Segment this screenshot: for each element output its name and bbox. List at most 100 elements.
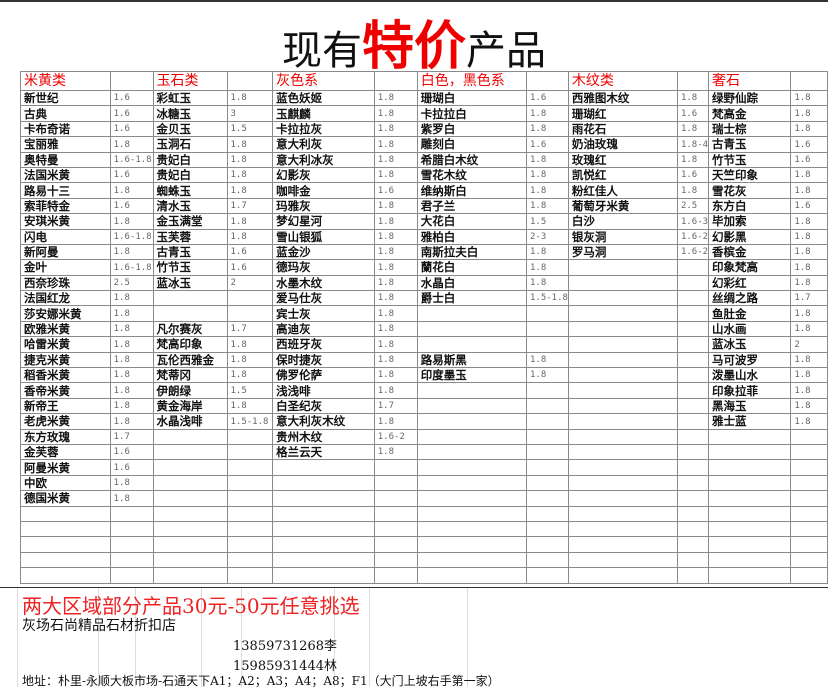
table-row: 新帝王 1.8 黄金海岸 1.8 白圣纪灰 1.7 黑海玉 1.8 — [20, 397, 828, 415]
product-thickness: 1.8 — [790, 259, 828, 276]
product-name: 梵高金 — [708, 105, 792, 122]
product-thickness — [373, 474, 418, 492]
product-name: 雨花石 — [567, 120, 678, 138]
product-name — [20, 551, 111, 569]
product-thickness: 1.8 — [676, 120, 710, 138]
product-thickness: 2 — [226, 274, 274, 292]
product-thickness — [676, 382, 710, 399]
product-thickness — [226, 459, 274, 476]
product-name — [567, 459, 678, 476]
header-blank-cell — [790, 71, 828, 91]
product-name — [152, 551, 228, 569]
product-name: 新世纪 — [20, 89, 111, 107]
table-row: 安琪米黄 1.8 金玉满堂 1.8 梦幻星河 1.8 大花白 1.5 白沙 1.6-3 毕加索 1.8 — [20, 213, 828, 230]
product-name: 希腊白木纹 — [416, 151, 527, 168]
product-thickness: 1.8 — [790, 274, 828, 292]
product-thickness: 1.8 — [790, 320, 828, 338]
product-name: 凡尔赛灰 — [152, 320, 228, 338]
title-prefix: 现有 — [281, 28, 362, 74]
header-blank-cell — [525, 71, 569, 91]
product-name: 阿曼米黄 — [20, 459, 111, 476]
table-row — [20, 551, 828, 569]
product-thickness — [226, 443, 274, 461]
product-name — [567, 274, 678, 292]
product-thickness: 1.8 — [373, 259, 418, 276]
product-thickness — [525, 490, 569, 507]
product-name — [567, 474, 678, 492]
product-thickness: 1.6 — [109, 459, 154, 476]
product-name — [272, 505, 375, 522]
table-row: 闪电 1.6-1.8 玉芙蓉 1.8 雪山银狐 1.8 雅柏白 2-3 银灰洞 1.6-2 幻影黑 1… — [20, 228, 828, 245]
table-row — [20, 536, 828, 553]
product-thickness: 3 — [226, 105, 274, 122]
product-name: 伊朗绿 — [152, 382, 228, 399]
product-thickness: 1.6-2 — [676, 228, 710, 245]
product-name: 香槟金 — [708, 243, 792, 261]
product-thickness: 1.6 — [109, 197, 154, 215]
product-thickness — [676, 397, 710, 415]
product-name: 梦幻星河 — [272, 213, 375, 230]
address-text: 地址：朴里-永顺大板市场-石通天下A1；A2；A3；A4；A8；F1（大门上坡右… — [22, 674, 500, 688]
product-name: 金玉满堂 — [152, 213, 228, 230]
product-thickness — [525, 336, 569, 353]
product-name: 幻影灰 — [272, 166, 375, 184]
product-thickness: 1.8 — [373, 382, 418, 399]
product-thickness — [676, 413, 710, 430]
product-thickness: 1.6 — [109, 443, 154, 461]
product-name: 玉芙蓉 — [152, 228, 228, 245]
product-thickness: 1.8 — [373, 228, 418, 245]
product-thickness — [226, 536, 274, 553]
product-name — [567, 536, 678, 553]
product-name: 粉红佳人 — [567, 182, 678, 199]
product-thickness: 1.8 — [790, 367, 828, 384]
table-row — [20, 567, 828, 584]
product-thickness: 1.8 — [109, 413, 154, 430]
product-thickness — [525, 536, 569, 553]
product-name — [272, 567, 375, 584]
product-thickness: 1.8 — [790, 305, 828, 322]
product-name — [416, 474, 527, 492]
product-name: 古青玉 — [708, 136, 792, 153]
product-thickness: 1.7 — [790, 290, 828, 307]
product-thickness: 1.6 — [525, 89, 569, 107]
table-row: 莎安娜米黄 1.8 宾士灰 1.8 鱼肚金 1.8 — [20, 305, 828, 322]
product-thickness: 1.6 — [676, 105, 710, 122]
product-name — [416, 459, 527, 476]
product-thickness: 1.8 — [109, 490, 154, 507]
product-thickness — [525, 413, 569, 430]
product-thickness: 1.8 — [226, 228, 274, 245]
table-row: 香帝米黄 1.8 伊朗绿 1.5 浅浅啡 1.8 印象拉菲 1.8 — [20, 382, 828, 399]
product-thickness — [676, 351, 710, 369]
product-thickness — [790, 474, 828, 492]
product-thickness — [226, 474, 274, 492]
product-thickness: 2 — [790, 336, 828, 353]
product-thickness: 1.8 — [109, 290, 154, 307]
product-thickness: 1.8 — [676, 89, 710, 107]
product-name: 索菲特金 — [20, 197, 111, 215]
product-thickness: 2-3 — [525, 228, 569, 245]
product-thickness: 1.6 — [226, 259, 274, 276]
product-thickness: 1.8 — [790, 120, 828, 138]
product-name — [567, 259, 678, 276]
product-name — [567, 428, 678, 445]
table-row: 哈雷米黄 1.8 梵高印象 1.8 西班牙灰 1.8 蓝冰玉 2 — [20, 336, 828, 353]
product-name: 水晶浅啡 — [152, 413, 228, 430]
product-thickness — [373, 490, 418, 507]
product-name: 东方玫瑰 — [20, 428, 111, 445]
product-thickness: 1.8 — [373, 320, 418, 338]
product-thickness — [525, 382, 569, 399]
product-thickness — [109, 536, 154, 553]
product-thickness — [525, 567, 569, 584]
product-name: 鱼肚金 — [708, 305, 792, 322]
product-name: 玛雅灰 — [272, 197, 375, 215]
product-name: 雪山银狐 — [272, 228, 375, 245]
header-blank-cell — [373, 71, 418, 91]
product-name: 蓝金沙 — [272, 243, 375, 261]
product-thickness: 1.8 — [373, 290, 418, 307]
product-thickness — [790, 459, 828, 476]
product-thickness — [790, 443, 828, 461]
product-name — [567, 490, 678, 507]
product-name: 高迪灰 — [272, 320, 375, 338]
product-name: 奥特曼 — [20, 151, 111, 168]
header-blank-cell — [226, 71, 274, 91]
